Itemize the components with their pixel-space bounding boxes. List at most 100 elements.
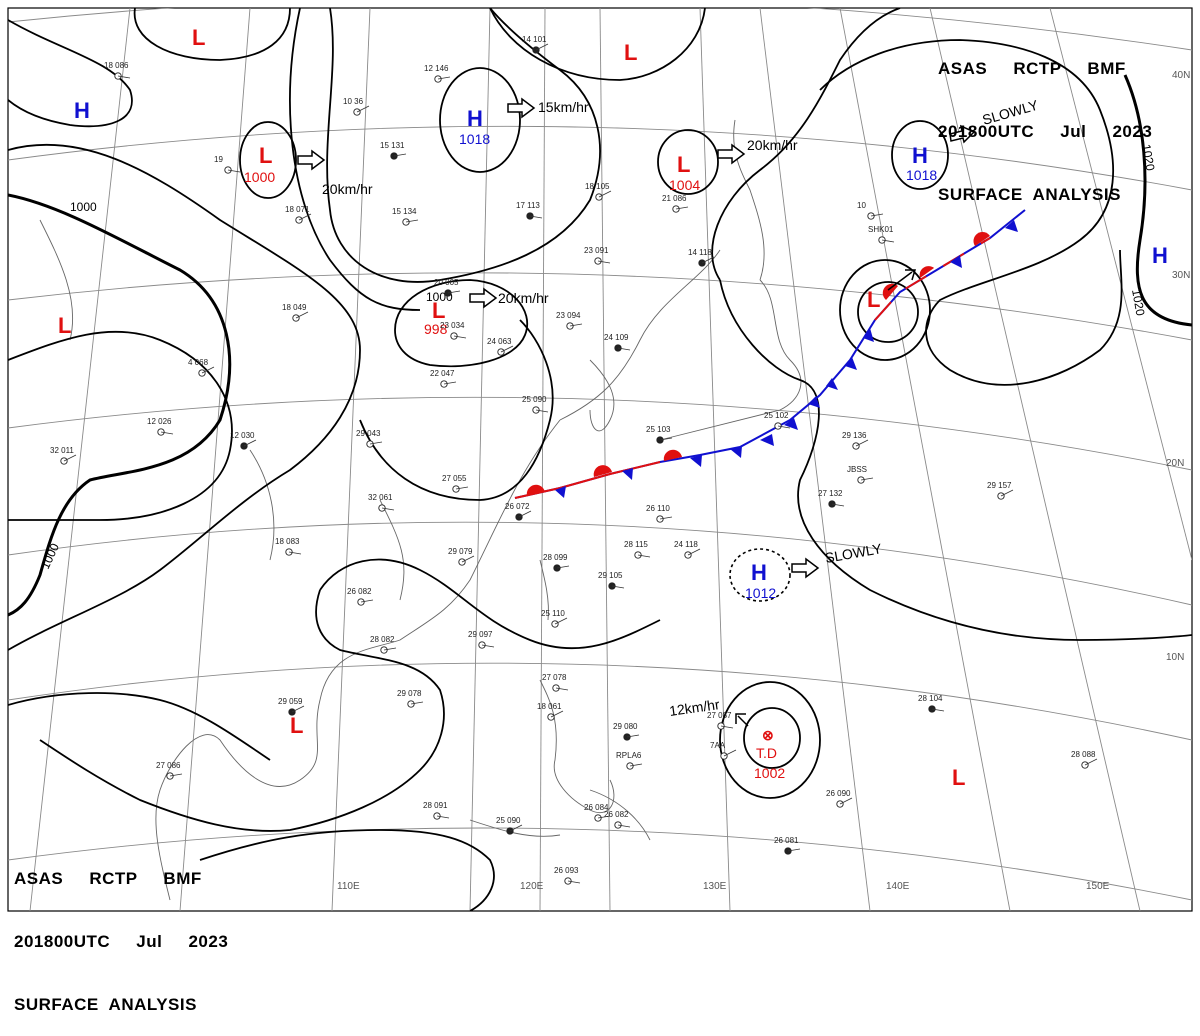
station-plot: 19 [214, 155, 241, 174]
station-plot: 32 011 [50, 446, 77, 465]
l-pacific-se-letter: L [952, 765, 965, 790]
l-west-1000-letter: L [259, 143, 272, 168]
motion-label-td: 12km/hr [668, 696, 721, 719]
l-china-998-letter: L [432, 298, 445, 323]
wind-barb [63, 454, 77, 462]
station-plot: 27 078 [542, 673, 569, 692]
station-plot: 32 061 [368, 493, 395, 512]
station-plot: 23 091 [584, 246, 611, 265]
l-manchuria-value: 1004 [669, 177, 700, 193]
station-plot: 25 102 [764, 411, 791, 430]
station-plot: 12 146 [424, 64, 451, 83]
station-plot: 26 082 [347, 587, 374, 606]
td-label: T.D [756, 745, 777, 761]
header-line-3: SURFACE ANALYSIS [938, 185, 1121, 204]
wind-barb [447, 290, 461, 294]
wind-barb [298, 213, 312, 221]
station-text: 26 084 [584, 803, 609, 812]
motion-arrow-h-pacific [791, 557, 820, 579]
isobar-label-1000-a: 1000 [70, 200, 97, 214]
station-text: 4 068 [188, 358, 209, 367]
station-plot: 27 132 [818, 489, 845, 508]
wind-barb [617, 347, 631, 351]
l-north-top-letter: L [192, 25, 205, 50]
station-plot: 23 094 [556, 311, 583, 330]
motion-label-l-west: 20km/hr [322, 181, 373, 197]
wind-barb [637, 554, 651, 558]
wind-barb [659, 516, 673, 520]
station-plot: 22 047 [430, 369, 457, 388]
wind-barb [1000, 489, 1014, 497]
wind-barb [611, 585, 625, 589]
wind-barb [410, 701, 424, 705]
motion-label-l-manchuria: 20km/hr [747, 137, 798, 153]
station-text: 10 36 [343, 97, 364, 106]
station-plot: 27 055 [442, 474, 469, 493]
isobar-label-1020-b: 1020 [1129, 288, 1147, 317]
wind-barb [160, 431, 174, 435]
station-text: 29 136 [842, 431, 867, 440]
isobar-label-1020-a: 1020 [1139, 143, 1157, 172]
station-text: 10 [857, 201, 866, 210]
wind-barb [295, 311, 309, 319]
station-text: 20 005 [434, 278, 459, 287]
station-text: 14 101 [522, 35, 547, 44]
station-plot: 29 043 [356, 429, 383, 448]
l-west-1000-value: 1000 [244, 169, 275, 185]
station-text: 28 088 [1071, 750, 1096, 759]
station-plot: 24 109 [604, 333, 631, 352]
station-text: 29 157 [987, 481, 1012, 490]
motion-arrow-h-north [507, 97, 536, 119]
l-manchuria-letter: L [677, 152, 690, 177]
l-japan-1004-letter: L [867, 287, 880, 312]
station-text: 26 110 [646, 504, 670, 513]
station-text: 17 113 [516, 201, 540, 210]
td-symbol: ⊗ [762, 727, 774, 743]
wind-barb [554, 617, 568, 625]
station-plot: 25 090 [496, 816, 523, 835]
graticule [8, 8, 1192, 911]
l-china-998-value: 998 [424, 321, 448, 337]
lat-20n: 20N [1166, 458, 1184, 469]
station-plot: RPLA6 [616, 751, 643, 770]
station-text: 18 071 [285, 205, 310, 214]
header-line-1: ASAS RCTP BMF [938, 59, 1126, 78]
station-plot: 4 068 [188, 358, 215, 377]
station-text: RPLA6 [616, 751, 642, 760]
motion-arrow-l-china [469, 287, 498, 309]
station-plot: 14 118 [688, 248, 715, 267]
wind-barb [360, 599, 374, 603]
station-plot: 29 157 [987, 481, 1014, 500]
wind-barb [437, 76, 451, 80]
wind-barb [870, 213, 884, 217]
td-value: 1002 [754, 765, 785, 781]
wind-barb [831, 503, 845, 507]
header-line-2: 201800UTC Jul 2023 [938, 122, 1153, 141]
wind-barb [720, 725, 734, 729]
station-plot: 28 088 [1071, 750, 1098, 769]
station-text: 21 086 [662, 194, 687, 203]
station-plot: 29 080 [613, 722, 640, 741]
station-plot: 26 081 [774, 836, 801, 855]
station-plot: 17 113 [516, 201, 543, 220]
station-plot: 26 082 [604, 810, 631, 829]
station-text: 15 134 [392, 207, 417, 216]
station-plot: 10 [857, 201, 884, 220]
station-text: 27 087 [707, 711, 732, 720]
weather-chart: H H H H H L L L L L L L L L ⊗ 1018 1018 … [7, 7, 1193, 912]
station-plot: 29 079 [448, 547, 475, 566]
wind-barb [227, 169, 241, 173]
wind-barb [201, 366, 215, 374]
station-text: 18 061 [537, 702, 562, 711]
station-text: 25 090 [496, 816, 521, 825]
station-plot: 28 099 [543, 553, 570, 572]
wind-barb [687, 548, 701, 556]
l-tibet-letter: L [58, 313, 71, 338]
h-pacific-letter: H [751, 560, 767, 585]
station-plot: SHK01 [868, 225, 895, 244]
wind-barb [436, 815, 450, 819]
wind-barb [453, 335, 467, 339]
station-text: 25 090 [522, 395, 547, 404]
station-plot: 25 110 [541, 609, 568, 628]
chart-header-top: ASAS RCTP BMF 201800UTC Jul 2023 SURFACE… [938, 16, 1152, 226]
